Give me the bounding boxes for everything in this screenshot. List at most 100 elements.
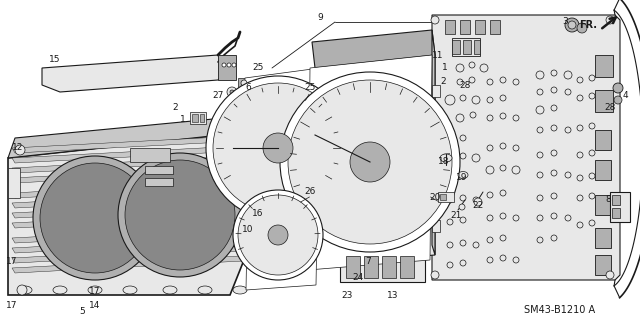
Text: 18: 18 xyxy=(438,158,450,167)
Text: 15: 15 xyxy=(49,56,61,64)
Polygon shape xyxy=(12,256,243,273)
Circle shape xyxy=(473,197,479,203)
Circle shape xyxy=(447,262,453,268)
Circle shape xyxy=(232,63,236,67)
Polygon shape xyxy=(432,30,435,255)
Circle shape xyxy=(512,166,520,174)
Circle shape xyxy=(513,79,519,85)
Circle shape xyxy=(487,97,493,103)
Ellipse shape xyxy=(458,172,468,179)
Polygon shape xyxy=(243,68,320,255)
Bar xyxy=(440,194,446,200)
Circle shape xyxy=(460,217,466,223)
Circle shape xyxy=(487,192,493,198)
Circle shape xyxy=(487,145,493,151)
Circle shape xyxy=(537,152,543,158)
Circle shape xyxy=(551,213,557,219)
Circle shape xyxy=(500,255,506,261)
Circle shape xyxy=(17,285,27,295)
Text: 6: 6 xyxy=(245,84,251,93)
Circle shape xyxy=(589,150,595,156)
Circle shape xyxy=(536,71,544,79)
Ellipse shape xyxy=(53,286,67,294)
Text: 16: 16 xyxy=(252,209,264,218)
Ellipse shape xyxy=(163,286,177,294)
Circle shape xyxy=(500,165,506,171)
Text: 25: 25 xyxy=(252,63,264,72)
Circle shape xyxy=(473,242,479,248)
Circle shape xyxy=(577,23,587,33)
Circle shape xyxy=(537,195,543,201)
Text: SM43-B1210 A: SM43-B1210 A xyxy=(524,305,596,315)
Bar xyxy=(432,130,440,142)
Circle shape xyxy=(537,172,543,178)
Bar xyxy=(403,134,428,152)
Circle shape xyxy=(565,215,571,221)
Bar xyxy=(595,195,611,215)
Circle shape xyxy=(500,77,506,83)
Polygon shape xyxy=(246,168,318,290)
Text: 3: 3 xyxy=(562,18,568,26)
Circle shape xyxy=(551,235,557,241)
Circle shape xyxy=(564,71,572,79)
Circle shape xyxy=(460,195,466,201)
Circle shape xyxy=(486,166,494,174)
Circle shape xyxy=(447,175,453,181)
Bar xyxy=(346,256,360,278)
Circle shape xyxy=(472,96,480,104)
Bar xyxy=(218,55,236,80)
Bar xyxy=(612,208,620,218)
Circle shape xyxy=(446,154,454,162)
Bar xyxy=(432,175,440,187)
Circle shape xyxy=(263,133,293,163)
Text: 17: 17 xyxy=(6,300,18,309)
Bar xyxy=(320,130,355,148)
Circle shape xyxy=(241,80,247,86)
Circle shape xyxy=(606,271,614,279)
Circle shape xyxy=(487,79,493,85)
Circle shape xyxy=(513,215,519,221)
Circle shape xyxy=(456,64,464,72)
Circle shape xyxy=(500,95,506,101)
Text: 28: 28 xyxy=(460,80,470,90)
Bar xyxy=(595,255,611,275)
Polygon shape xyxy=(12,201,243,218)
Circle shape xyxy=(500,235,506,241)
Text: 26: 26 xyxy=(304,188,316,197)
Circle shape xyxy=(447,197,453,203)
Bar xyxy=(145,178,173,186)
Circle shape xyxy=(589,75,595,81)
Circle shape xyxy=(460,135,466,141)
Ellipse shape xyxy=(88,286,102,294)
Text: 17: 17 xyxy=(89,287,100,296)
Circle shape xyxy=(589,123,595,129)
Bar xyxy=(403,78,428,96)
Polygon shape xyxy=(315,55,435,265)
Bar xyxy=(340,252,425,282)
Polygon shape xyxy=(12,211,243,228)
Bar xyxy=(130,148,170,162)
Text: 1: 1 xyxy=(442,63,448,72)
Circle shape xyxy=(431,16,439,24)
Polygon shape xyxy=(12,246,243,263)
Circle shape xyxy=(577,222,583,228)
Circle shape xyxy=(537,89,543,95)
Polygon shape xyxy=(12,226,243,243)
Text: 25: 25 xyxy=(304,84,316,93)
Bar xyxy=(368,80,393,98)
Text: 27: 27 xyxy=(212,91,224,100)
Bar xyxy=(452,38,480,56)
Circle shape xyxy=(513,145,519,151)
Text: 9: 9 xyxy=(317,13,323,23)
Bar xyxy=(382,256,396,278)
Circle shape xyxy=(472,154,480,162)
Circle shape xyxy=(606,16,614,24)
Circle shape xyxy=(487,115,493,121)
Bar xyxy=(452,40,460,54)
Circle shape xyxy=(227,63,231,67)
Polygon shape xyxy=(12,181,243,198)
Bar xyxy=(432,85,440,97)
Circle shape xyxy=(469,77,475,83)
Circle shape xyxy=(213,83,343,213)
Circle shape xyxy=(565,18,579,32)
